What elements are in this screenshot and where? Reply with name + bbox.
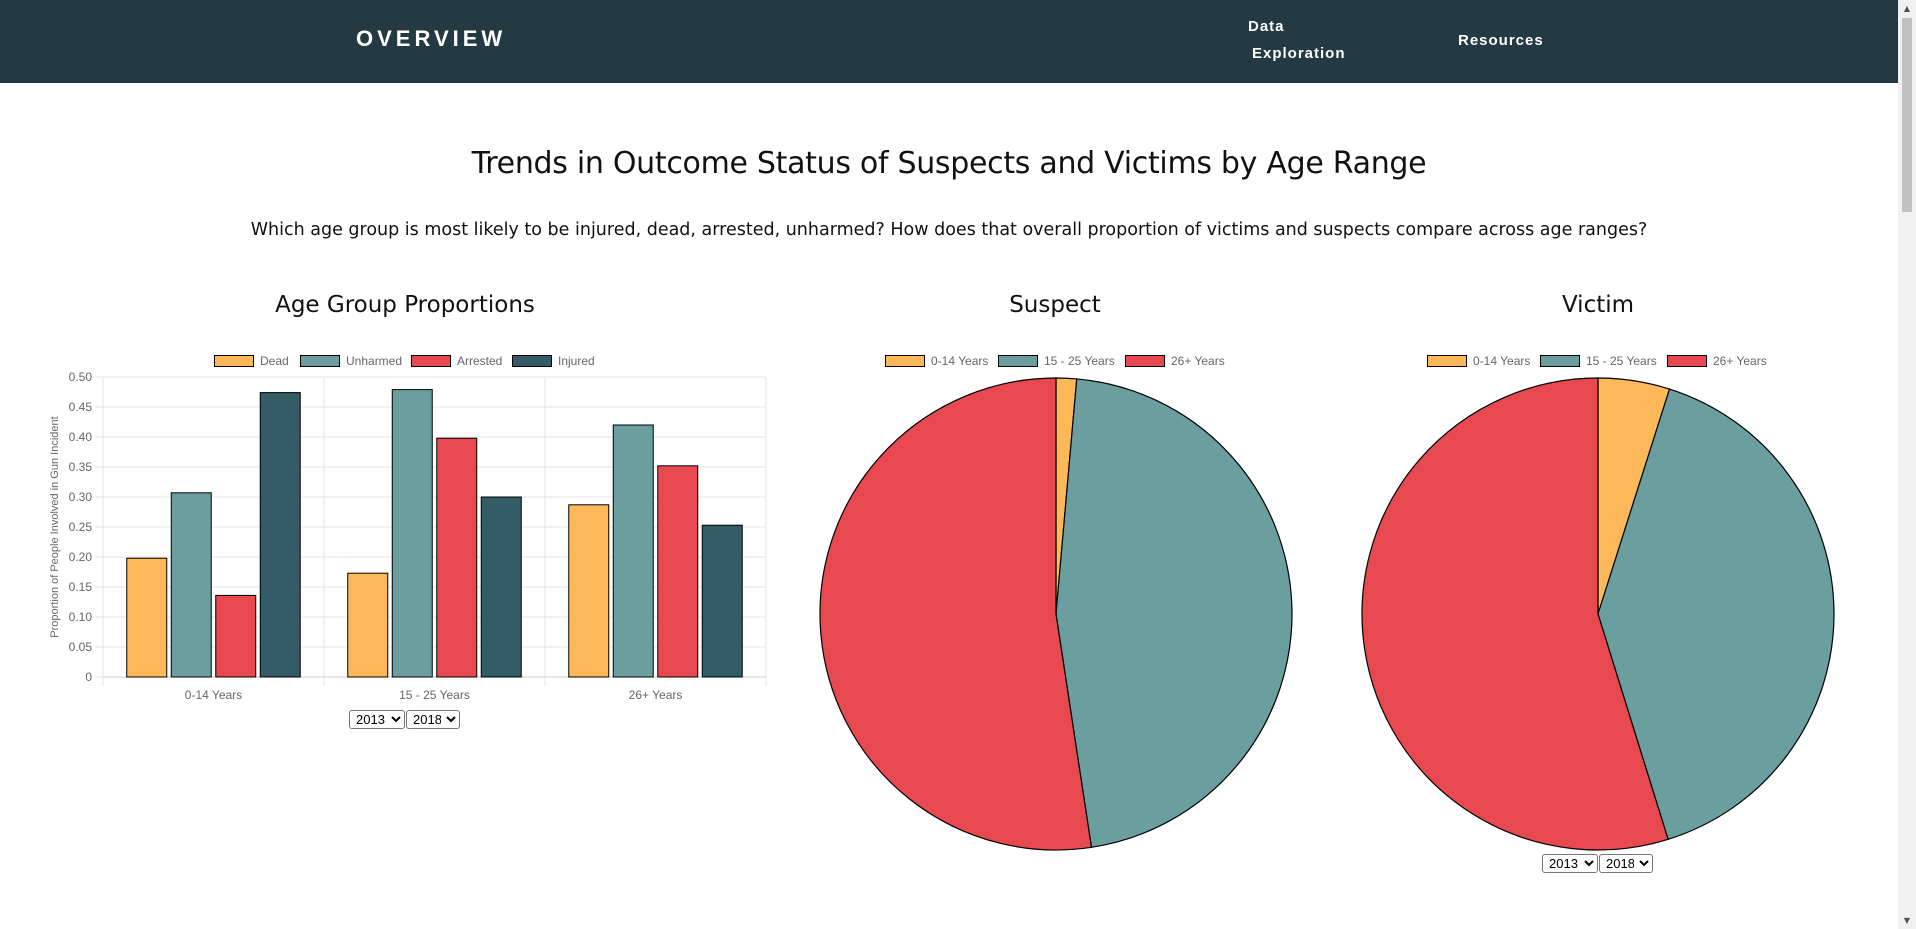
y-tick-label: 0.25: [69, 520, 93, 534]
legend-item-injured[interactable]: Injured: [512, 354, 595, 368]
x-tick-label: 26+ Years: [629, 688, 683, 702]
bar-chart-title: Age Group Proportions: [275, 292, 535, 318]
bar-dead: [126, 557, 168, 678]
page-scrollbar[interactable]: ▲ ▼: [1898, 0, 1916, 929]
victim-legend-label-15-25: 15 - 25 Years: [1586, 354, 1657, 368]
suspect-legend-swatch-0-14: [885, 355, 925, 367]
victim-legend-label-26plus: 26+ Years: [1713, 354, 1767, 368]
page-title: Trends in Outcome Status of Suspects and…: [471, 146, 1427, 181]
bar-year-to-select[interactable]: 2018: [406, 710, 460, 729]
legend-item-dead[interactable]: Dead: [214, 354, 289, 368]
legend-label-unharmed: Unharmed: [346, 354, 403, 368]
victim-year-from-select[interactable]: 2013: [1542, 854, 1598, 873]
bar-arrested: [657, 465, 699, 678]
pie-slice-15-25-years: [1055, 378, 1293, 849]
bar-arrested: [215, 594, 257, 678]
x-tick-label: 0-14 Years: [185, 688, 242, 702]
age-group-bar-chart: 0 0.05 0.10 0.15 0.20 0.25 0.30 0.35 0.40 0.45 0.5…: [49, 370, 767, 702]
y-axis-label: Proportion of People Involved in Gun Inc…: [49, 416, 61, 637]
y-tick-label: 0.35: [69, 460, 93, 474]
suspect-legend-26plus[interactable]: 26+ Years: [1125, 354, 1225, 368]
y-tick-label: 0.40: [69, 430, 93, 444]
bar-unharmed: [612, 424, 654, 678]
victim-pie-chart: [1361, 377, 1835, 851]
bar-arrested: [436, 437, 478, 678]
scroll-down-icon[interactable]: ▼: [1903, 916, 1911, 925]
suspect-pie-chart: [819, 377, 1293, 851]
victim-legend-26plus[interactable]: 26+ Years: [1667, 354, 1767, 368]
victim-legend-swatch-26plus: [1667, 355, 1707, 367]
y-tick-label: 0.30: [69, 490, 93, 504]
page-subtitle: Which age group is most likely to be inj…: [250, 220, 1648, 240]
victim-legend-15-25[interactable]: 15 - 25 Years: [1540, 354, 1657, 368]
victim-year-to-select[interactable]: 2018: [1599, 854, 1653, 873]
bar-injured: [701, 524, 743, 678]
suspect-legend-label-15-25: 15 - 25 Years: [1044, 354, 1115, 368]
y-tick-label: 0.05: [69, 640, 93, 654]
y-tick-label: 0.20: [69, 550, 93, 564]
bar-unharmed: [170, 492, 212, 678]
victim-legend-0-14[interactable]: 0-14 Years: [1427, 354, 1530, 368]
legend-item-arrested[interactable]: Arrested: [411, 354, 502, 368]
nav-data-exploration-line1: Data: [1248, 18, 1285, 35]
y-tick-label: 0.15: [69, 580, 93, 594]
x-tick-label: 15 - 25 Years: [399, 688, 470, 702]
legend-item-unharmed[interactable]: Unharmed: [300, 354, 402, 368]
legend-label-arrested: Arrested: [457, 354, 503, 368]
victim-legend-label-0-14: 0-14 Years: [1473, 354, 1531, 368]
nav-resources-link[interactable]: Resources: [1458, 32, 1544, 49]
bar-injured: [480, 496, 522, 678]
bar-injured: [259, 392, 301, 678]
pie-slice-26-years: [1361, 377, 1669, 851]
nav-data-exploration-line2: Exploration: [1252, 45, 1346, 62]
suspect-legend-swatch-15-25: [998, 355, 1038, 367]
victim-legend-swatch-15-25: [1540, 355, 1580, 367]
y-tick-label: 0: [85, 670, 92, 684]
pie-slice-15-25-years: [1597, 388, 1835, 841]
victim-legend-swatch-0-14: [1427, 355, 1467, 367]
legend-swatch-injured: [512, 355, 552, 367]
scroll-thumb[interactable]: [1902, 18, 1912, 212]
bar-unharmed: [391, 389, 433, 678]
y-tick-label: 0.50: [69, 370, 93, 384]
scroll-up-icon[interactable]: ▲: [1903, 4, 1911, 13]
victim-chart-title: Victim: [1561, 292, 1635, 318]
suspect-legend-label-0-14: 0-14 Years: [931, 354, 989, 368]
legend-label-dead: Dead: [260, 354, 289, 368]
navbar: OVERVIEW Data Exploration Resources: [0, 0, 1898, 83]
legend-swatch-unharmed: [300, 355, 340, 367]
bar-dead: [568, 504, 610, 678]
y-tick-label: 0.45: [69, 400, 93, 414]
legend-swatch-dead: [214, 355, 254, 367]
suspect-legend-label-26plus: 26+ Years: [1171, 354, 1225, 368]
suspect-legend-15-25[interactable]: 15 - 25 Years: [998, 354, 1115, 368]
y-tick-label: 0.10: [69, 610, 93, 624]
legend-swatch-arrested: [411, 355, 451, 367]
bar-year-from-select[interactable]: 2013: [349, 710, 405, 729]
pie-slice-26-years: [819, 377, 1093, 851]
suspect-legend-0-14[interactable]: 0-14 Years: [885, 354, 988, 368]
brand-overview-link[interactable]: OVERVIEW: [356, 26, 507, 51]
nav-data-exploration-link[interactable]: Data Exploration: [1248, 13, 1368, 67]
suspect-chart-title: Suspect: [1009, 292, 1101, 318]
bar-dead: [347, 572, 389, 678]
legend-label-injured: Injured: [558, 354, 595, 368]
suspect-legend-swatch-26plus: [1125, 355, 1165, 367]
